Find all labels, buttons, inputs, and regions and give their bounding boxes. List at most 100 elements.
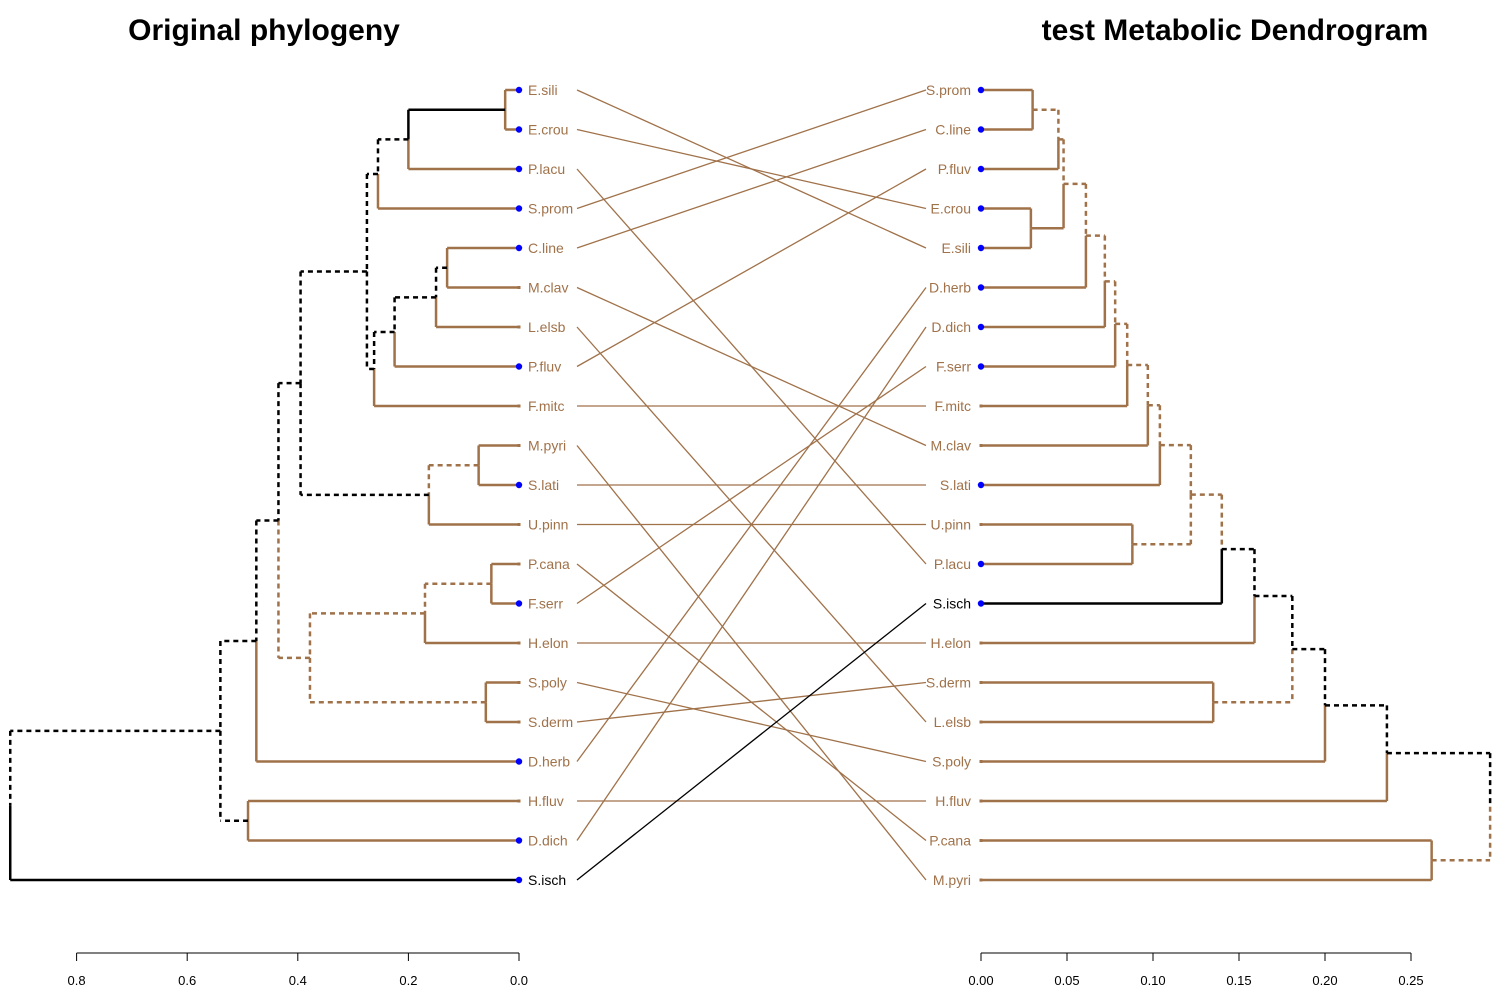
connector-e-crou: [576, 128, 927, 210]
left-title: Original phylogeny: [128, 14, 400, 47]
tip-dot-f-serr: [977, 363, 985, 370]
left-leaf-label: S.derm: [528, 714, 573, 730]
right-leaf-label: L.elsb: [934, 714, 972, 730]
right-leaf-label: P.fluv: [938, 161, 971, 177]
connector-f-serr: [576, 365, 927, 605]
tip-mark-m-clav: [517, 286, 521, 289]
right-axis-tick-label: 0.00: [968, 973, 993, 988]
tip-mark-h-fluv: [979, 799, 983, 803]
right-leaf-label: S.isch: [933, 596, 971, 612]
right-leaf-label: S.lati: [940, 477, 971, 493]
right-leaf-label: E.crou: [931, 201, 971, 217]
tip-dot-c-line: [977, 126, 985, 133]
tip-dot-e-crou: [977, 205, 985, 212]
tip-mark-s-poly: [517, 681, 521, 684]
connector-lines: [576, 89, 927, 881]
left-leaf-label: S.prom: [528, 201, 573, 217]
left-leaf-label: M.pyri: [528, 438, 566, 454]
tip-dot-d-dich: [977, 323, 985, 331]
tip-mark-l-elsb: [517, 325, 521, 329]
connector-p-fluv: [576, 168, 927, 368]
right-axis-tick-label: 0.10: [1140, 973, 1165, 988]
left-axis: 0.8 0.6 0.4 0.2 0.0: [68, 952, 528, 988]
right-leaf-labels: S.prom C.line P.fluv E.crou E.sili D.herb D.di…: [926, 82, 971, 888]
left-leaf-label: P.fluv: [528, 359, 561, 375]
right-leaf-label: M.pyri: [933, 872, 971, 888]
right-axis-tick-label: 0.05: [1054, 973, 1079, 988]
tip-dot-s-lati: [515, 481, 523, 489]
left-leaf-label: F.mitc: [528, 398, 565, 414]
tip-mark-m-pyri: [517, 444, 521, 447]
left-leaf-label: D.herb: [528, 754, 570, 770]
tip-dot-e-crou: [515, 126, 523, 133]
right-axis-tick-label: 0.15: [1226, 973, 1251, 988]
right-leaf-label: C.line: [935, 122, 971, 138]
tip-dot-e-sili: [977, 244, 985, 252]
tip-dot-d-herb: [515, 758, 523, 765]
left-leaf-label: D.dich: [528, 833, 568, 849]
left-leaf-label: P.cana: [528, 556, 570, 572]
tip-mark-s-derm: [517, 720, 521, 724]
right-axis: 0.00 0.05 0.10 0.15 0.20 0.25: [968, 952, 1424, 988]
right-leaf-label: S.derm: [926, 675, 971, 691]
right-leaf-label: S.prom: [926, 82, 971, 98]
right-axis-tick-label: 0.25: [1398, 973, 1423, 988]
tip-mark-h-elon: [517, 641, 521, 645]
left-axis-tick-label: 0.8: [68, 973, 86, 988]
tip-mark-h-fluv: [517, 799, 521, 803]
tip-mark-f-mitc: [979, 404, 983, 408]
connector-s-derm: [576, 681, 927, 723]
right-title: test Metabolic Dendrogram: [1042, 14, 1429, 47]
left-leaf-label: F.serr: [528, 596, 563, 612]
left-leaf-label: M.clav: [528, 280, 568, 296]
tip-mark-f-mitc: [517, 404, 521, 408]
left-leaf-label: E.crou: [528, 122, 568, 138]
left-dendrogram: [8, 86, 523, 884]
left-leaf-label: C.line: [528, 240, 564, 256]
left-axis-tick-label: 0.4: [289, 973, 307, 988]
tip-dot-f-serr: [515, 600, 523, 607]
connector-m-clav: [576, 286, 927, 447]
right-leaf-label: P.lacu: [934, 556, 971, 572]
right-leaf-label: F.mitc: [934, 398, 971, 414]
left-leaf-label: S.lati: [528, 477, 559, 493]
connector-m-pyri: [576, 445, 927, 881]
right-leaf-label: D.dich: [931, 319, 971, 335]
tip-dot-d-herb: [977, 284, 985, 291]
left-axis-tick-label: 0.0: [510, 973, 528, 988]
right-leaf-label: M.clav: [931, 438, 971, 454]
right-leaf-label: E.sili: [941, 240, 971, 256]
tip-dot-s-prom: [515, 205, 523, 212]
left-axis-tick-label: 0.2: [399, 973, 417, 988]
tip-mark-u-pinn: [517, 523, 521, 526]
connector-d-herb: [576, 287, 927, 762]
left-leaf-label: S.isch: [528, 872, 566, 888]
tip-dot-e-sili: [515, 86, 523, 94]
left-leaf-label: H.fluv: [528, 793, 564, 809]
tip-dot-p-lacu: [515, 165, 523, 173]
tip-mark-m-clav: [979, 444, 983, 447]
left-leaf-labels: E.sili E.crou P.lacu S.prom C.line M.clav L.el…: [528, 82, 573, 888]
left-leaf-label: L.elsb: [528, 319, 566, 335]
right-dendrogram: [977, 86, 1492, 882]
left-axis-tick-label: 0.6: [178, 973, 196, 988]
right-leaf-label: H.elon: [931, 635, 971, 651]
connector-d-dich: [576, 326, 927, 841]
tip-mark-m-pyri: [979, 878, 983, 882]
left-leaf-label: E.sili: [528, 82, 558, 98]
left-leaf-label: H.elon: [528, 635, 568, 651]
tip-dot-p-fluv: [515, 363, 523, 370]
right-leaf-label: H.fluv: [935, 793, 971, 809]
tip-dot-c-line: [515, 244, 523, 252]
right-leaf-label: F.serr: [936, 359, 971, 375]
tip-dot-s-prom: [977, 86, 985, 94]
tip-dot-s-lati: [977, 481, 985, 489]
left-leaf-label: P.lacu: [528, 161, 565, 177]
tip-mark-p-cana: [979, 839, 983, 842]
right-leaf-label: P.cana: [929, 833, 971, 849]
connector-s-poly: [576, 681, 927, 763]
tip-dot-s-isch: [515, 876, 523, 884]
right-axis-tick-label: 0.20: [1312, 973, 1337, 988]
right-leaf-label: D.herb: [929, 280, 971, 296]
